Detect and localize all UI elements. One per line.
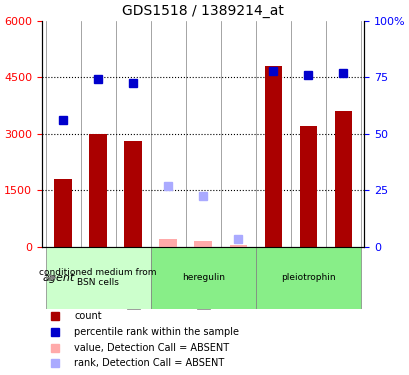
Bar	[194, 241, 211, 246]
FancyBboxPatch shape	[255, 246, 360, 309]
Bar	[264, 66, 281, 246]
Text: percentile rank within the sample: percentile rank within the sample	[74, 327, 239, 337]
Bar	[229, 244, 247, 246]
Text: pleiotrophin: pleiotrophin	[281, 273, 335, 282]
Title: GDS1518 / 1389214_at: GDS1518 / 1389214_at	[122, 4, 283, 18]
Text: value, Detection Call = ABSENT: value, Detection Call = ABSENT	[74, 342, 229, 352]
Text: heregulin: heregulin	[181, 273, 224, 282]
Text: count: count	[74, 312, 102, 321]
Text: rank, Detection Call = ABSENT: rank, Detection Call = ABSENT	[74, 358, 224, 368]
Bar	[299, 126, 317, 246]
Bar	[334, 111, 351, 246]
Bar	[124, 141, 142, 246]
Bar	[54, 179, 72, 246]
FancyBboxPatch shape	[150, 246, 255, 309]
Text: conditioned medium from
BSN cells: conditioned medium from BSN cells	[39, 268, 157, 287]
Bar	[159, 239, 177, 246]
Bar	[89, 134, 107, 246]
FancyBboxPatch shape	[45, 246, 150, 309]
Text: agent: agent	[43, 273, 75, 283]
